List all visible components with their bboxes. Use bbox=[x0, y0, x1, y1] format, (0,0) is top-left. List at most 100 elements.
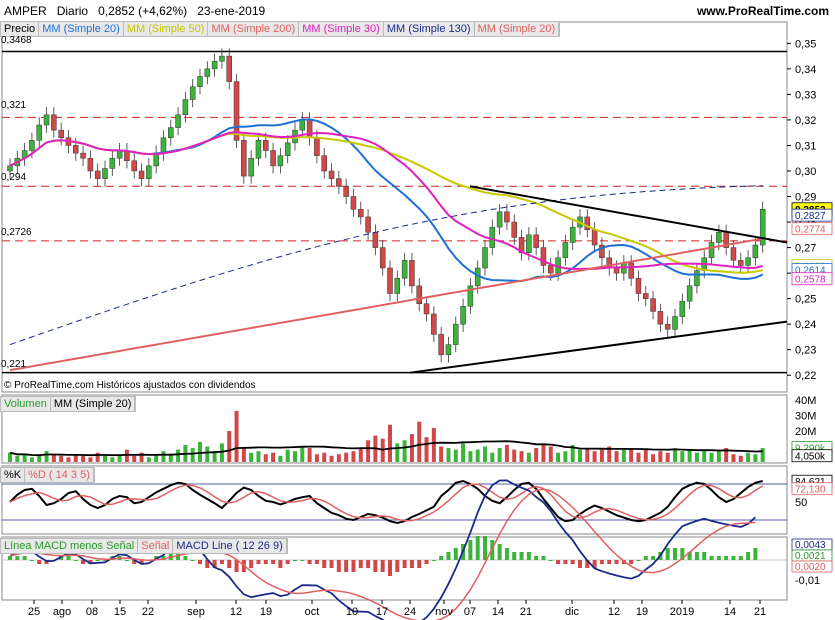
candle-body-102 bbox=[752, 244, 759, 259]
volume-bar-9 bbox=[73, 454, 78, 462]
macd-hist-bar-12 bbox=[95, 560, 100, 561]
volume-bar-66 bbox=[490, 452, 495, 462]
volume-axis-label-1: 30M bbox=[795, 411, 816, 423]
candle-body-71 bbox=[526, 234, 532, 253]
volume-bar-11 bbox=[88, 457, 93, 462]
macd-hist-bar-11 bbox=[88, 560, 93, 564]
stoch-legend-item-1[interactable]: %D ( 14 3 5) bbox=[25, 468, 94, 482]
site-url[interactable]: www.ProRealTime.com bbox=[696, 4, 829, 18]
candle-body-80 bbox=[591, 229, 598, 246]
volume-bar-13 bbox=[103, 455, 107, 462]
volume-bar-38 bbox=[285, 449, 290, 462]
candle-body-7 bbox=[58, 129, 64, 139]
volume-legend-item-0[interactable]: Volumen bbox=[1, 397, 51, 411]
quote-date: 23-ene-2019 bbox=[197, 4, 266, 18]
price-legend-item-5[interactable]: MM (Simple 130) bbox=[384, 22, 475, 36]
macd-hist-bar-58 bbox=[431, 560, 436, 561]
chart-title: AMPER Diario 0,2852 (+4,62%) 23-ene-2019 bbox=[4, 4, 265, 18]
macd-hist-bar-74 bbox=[548, 560, 553, 561]
macd-hist-bar-72 bbox=[534, 556, 539, 560]
candle-body-40 bbox=[299, 119, 306, 131]
x-axis-label-6: 12 bbox=[230, 606, 242, 618]
volume-legend-item-1[interactable]: MM (Simple 20) bbox=[51, 397, 136, 411]
candle-body-67 bbox=[496, 211, 503, 228]
price-tick-label-11: 0,33 bbox=[795, 89, 816, 101]
x-axis-label-11: 24 bbox=[404, 606, 416, 618]
macd-hist-bar-4 bbox=[37, 560, 42, 564]
candle-body-48 bbox=[358, 209, 364, 218]
macd-hist-bar-33 bbox=[249, 560, 254, 568]
volume-bar-47 bbox=[351, 451, 356, 462]
macd-hist-bar-24 bbox=[183, 556, 188, 560]
macd-hist-bar-76 bbox=[563, 560, 568, 564]
macd-hist-bar-31 bbox=[234, 560, 239, 572]
macd-axis-label: -0,01 bbox=[795, 575, 820, 587]
volume-tag-0: 9,290k bbox=[795, 444, 826, 455]
macd-legend-item-2[interactable]: MACD Line ( 12 26 9) bbox=[173, 539, 287, 553]
macd-hist-bar-55 bbox=[409, 560, 414, 568]
candle-body-50 bbox=[372, 232, 379, 248]
candle-body-93 bbox=[686, 285, 693, 302]
candle-body-31 bbox=[233, 81, 240, 141]
volume-axis-label-2: 20M bbox=[795, 426, 816, 438]
macd-legend-item-1[interactable]: Señal bbox=[138, 539, 174, 553]
macd-hist-bar-67 bbox=[497, 544, 502, 560]
price-tick-label-0: 0,22 bbox=[795, 370, 816, 382]
volume-bar-22 bbox=[168, 454, 173, 462]
macd-hist-bar-5 bbox=[44, 560, 49, 564]
volume-bar-67 bbox=[497, 448, 502, 462]
volume-bar-28 bbox=[212, 451, 217, 462]
candle-body-58 bbox=[431, 313, 437, 335]
volume-bar-87 bbox=[643, 449, 648, 462]
macd-hist-bar-102 bbox=[753, 548, 758, 560]
macd-hist-bar-25 bbox=[190, 560, 195, 561]
macd-hist-bar-56 bbox=[417, 560, 422, 568]
volume-bar-23 bbox=[176, 449, 181, 462]
macd-hist-bar-64 bbox=[475, 536, 480, 560]
price-legend-item-0[interactable]: Precio bbox=[1, 22, 40, 36]
volume-bar-30 bbox=[227, 431, 232, 462]
moving-average-200 bbox=[9, 237, 763, 372]
macd-hist-bar-94 bbox=[694, 552, 699, 560]
candle-body-68 bbox=[504, 211, 510, 223]
price-tag-1: 0,2827 bbox=[795, 211, 826, 222]
macd-hist-bar-92 bbox=[680, 548, 685, 560]
macd-hist-bar-99 bbox=[731, 556, 736, 560]
volume-bar-89 bbox=[658, 451, 663, 462]
macd-hist-bar-17 bbox=[132, 560, 137, 564]
volume-bar-39 bbox=[293, 451, 297, 462]
stoch-legend-item-0[interactable]: %K bbox=[1, 468, 26, 482]
candle-body-6 bbox=[51, 114, 57, 131]
price-legend-item-6[interactable]: MM (Simple 20) bbox=[475, 22, 560, 36]
macd-hist-bar-96 bbox=[709, 556, 714, 560]
macd-hist-bar-22 bbox=[168, 552, 173, 560]
volume-bar-103 bbox=[760, 448, 765, 462]
macd-hist-bar-47 bbox=[351, 560, 356, 572]
moving-average-130 bbox=[9, 185, 763, 346]
panel-frame-2 bbox=[1, 465, 788, 535]
candle-body-14 bbox=[109, 157, 116, 169]
macd-hist-bar-52 bbox=[388, 560, 392, 576]
macd-hist-bar-48 bbox=[358, 560, 363, 568]
panel-frame-3 bbox=[1, 536, 788, 601]
macd-legend-item-0[interactable]: Línea MACD menos Señal bbox=[1, 539, 139, 553]
candle-body-97 bbox=[716, 232, 722, 243]
candle-body-19 bbox=[146, 165, 152, 179]
macd-hist-bar-1 bbox=[15, 556, 20, 560]
macd-hist-bar-54 bbox=[402, 560, 407, 568]
timeframe: Diario bbox=[56, 4, 89, 18]
volume-bar-72 bbox=[534, 448, 539, 462]
x-axis-label-4: 22 bbox=[142, 606, 154, 618]
candle-body-90 bbox=[664, 323, 671, 330]
macd-hist-bar-44 bbox=[329, 560, 334, 568]
macd-hist-bar-87 bbox=[643, 556, 648, 560]
price-legend-item-2[interactable]: MM (Simple 50) bbox=[124, 22, 209, 36]
price-legend-item-1[interactable]: MM (Simple 20) bbox=[39, 22, 124, 36]
volume-bar-46 bbox=[344, 452, 349, 462]
candle-body-53 bbox=[394, 277, 401, 294]
volume-bar-33 bbox=[249, 452, 254, 462]
macd-hist-bar-79 bbox=[585, 560, 590, 568]
macd-hist-bar-59 bbox=[439, 556, 444, 560]
price-legend-item-3[interactable]: MM (Simple 200) bbox=[208, 22, 300, 36]
price-legend-item-4[interactable]: MM (Simple 30) bbox=[299, 22, 384, 36]
